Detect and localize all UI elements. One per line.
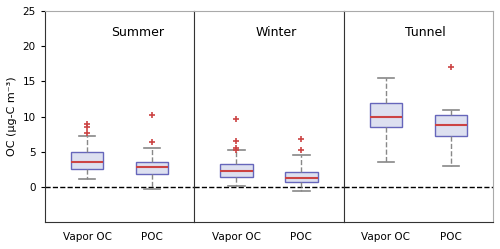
PathPatch shape <box>136 162 168 174</box>
PathPatch shape <box>370 103 402 127</box>
PathPatch shape <box>285 172 318 182</box>
Text: Winter: Winter <box>256 26 297 39</box>
Text: Tunnel: Tunnel <box>406 26 446 39</box>
PathPatch shape <box>220 164 252 177</box>
PathPatch shape <box>434 115 467 136</box>
PathPatch shape <box>71 152 103 169</box>
Text: Summer: Summer <box>111 26 164 39</box>
Y-axis label: OC (μg-C m⁻³): OC (μg-C m⁻³) <box>7 77 17 156</box>
